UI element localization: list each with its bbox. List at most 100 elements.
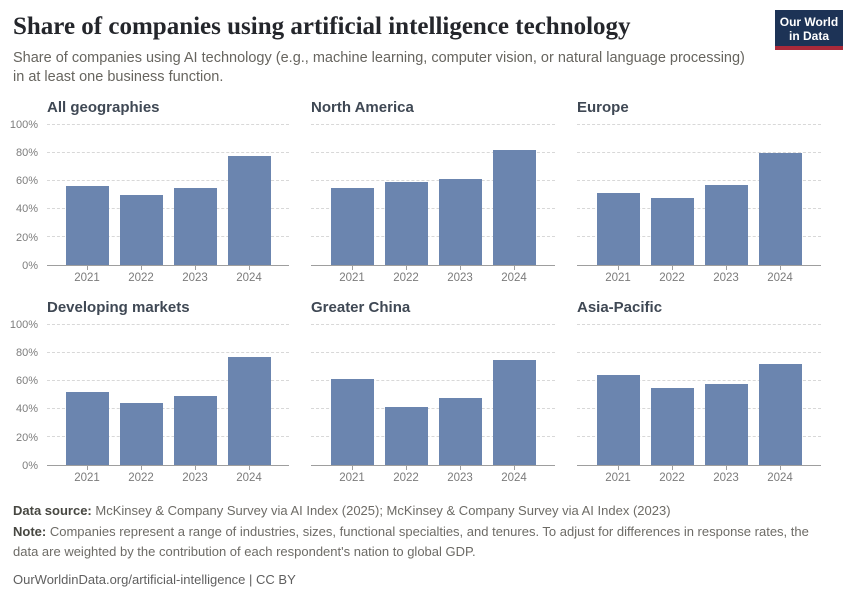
x-label-text: 2021 [74, 471, 100, 484]
x-label-2021: 2021 [597, 265, 640, 284]
x-tick-mark [194, 265, 196, 270]
bar-2022[interactable] [650, 197, 694, 265]
plot-area [47, 323, 289, 466]
data-source-line: Data source: McKinsey & Company Survey v… [13, 501, 837, 521]
bar-2024[interactable] [758, 363, 802, 465]
y-tick-label: 40% [15, 403, 38, 416]
x-label-2022: 2022 [120, 465, 163, 484]
gridline-100 [577, 323, 821, 325]
x-tick-mark [86, 265, 88, 270]
facet-title-north-america: North America [311, 98, 414, 116]
bar-2022[interactable] [384, 407, 428, 465]
y-tick-label: 20% [15, 431, 38, 444]
owid-logo-line2: in Data [788, 29, 829, 44]
x-axis-labels: 2021 2022 2023 2024 [577, 465, 821, 484]
x-label-text: 2023 [182, 271, 208, 284]
bar-2023[interactable] [173, 396, 217, 465]
bar-2021[interactable] [65, 186, 109, 265]
facet-greater-china: Greater China 2021 2022 2023 2024 [311, 299, 555, 484]
gridline-60 [311, 179, 555, 181]
gridline-20 [47, 235, 289, 237]
bar-2022[interactable] [384, 182, 428, 265]
x-label-text: 2024 [236, 271, 262, 284]
bar-2024[interactable] [492, 149, 536, 265]
x-tick-mark [405, 465, 407, 470]
gridline-20 [47, 435, 289, 437]
x-label-2023: 2023 [174, 465, 217, 484]
x-label-2021: 2021 [331, 265, 374, 284]
x-label-text: 2023 [182, 471, 208, 484]
bar-2021[interactable] [596, 375, 640, 465]
bar-2023[interactable] [704, 184, 748, 265]
bar-2022[interactable] [650, 387, 694, 465]
gridline-60 [577, 379, 821, 381]
x-label-text: 2024 [767, 271, 793, 284]
x-tick-mark [459, 265, 461, 270]
y-tick-label: 60% [15, 175, 38, 188]
bars [577, 125, 821, 265]
bar-2024[interactable] [758, 152, 802, 265]
gridline-100 [47, 323, 289, 325]
bars [577, 325, 821, 465]
x-axis-labels: 2021 2022 2023 2024 [311, 265, 555, 284]
data-source-label: Data source: [13, 502, 92, 518]
gridline-60 [311, 379, 555, 381]
x-tick-mark [617, 265, 619, 270]
x-label-text: 2024 [501, 271, 527, 284]
bar-2024[interactable] [227, 356, 271, 465]
facet-title-europe: Europe [577, 98, 629, 116]
y-tick-label: 80% [15, 346, 38, 359]
x-label-text: 2021 [74, 271, 100, 284]
bars [311, 325, 555, 465]
x-tick-mark [725, 465, 727, 470]
gridline-100 [311, 323, 555, 325]
gridline-100 [47, 123, 289, 125]
bar-2021[interactable] [330, 379, 374, 465]
y-tick-label: 80% [15, 146, 38, 159]
bar-2022[interactable] [119, 194, 163, 265]
x-tick-mark [671, 465, 673, 470]
x-label-2022: 2022 [651, 265, 694, 284]
bar-2024[interactable] [227, 155, 271, 265]
bar-2022[interactable] [119, 403, 163, 465]
x-tick-mark [617, 465, 619, 470]
bar-2021[interactable] [596, 193, 640, 265]
gridline-40 [311, 207, 555, 209]
plot-wrap: 2021 2022 2023 2024 [311, 323, 555, 484]
bar-2023[interactable] [438, 397, 482, 465]
bar-2023[interactable] [438, 179, 482, 265]
x-label-2023: 2023 [174, 265, 217, 284]
x-tick-mark [194, 465, 196, 470]
facet-title-all-geographies: All geographies [47, 98, 160, 116]
facet-north-america: North America 2021 2022 2023 2024 [311, 99, 555, 284]
y-tick-label: 60% [15, 375, 38, 388]
y-tick-label: 20% [15, 231, 38, 244]
x-label-2023: 2023 [439, 465, 482, 484]
x-label-2022: 2022 [385, 465, 428, 484]
gridline-60 [47, 379, 289, 381]
bar-2023[interactable] [173, 187, 217, 265]
bar-2021[interactable] [65, 391, 109, 465]
gridline-20 [577, 235, 821, 237]
bar-2024[interactable] [492, 359, 536, 465]
gridline-80 [311, 351, 555, 353]
gridline-40 [47, 207, 289, 209]
citation-link[interactable]: OurWorldinData.org/artificial-intelligen… [13, 572, 296, 588]
bar-2023[interactable] [704, 383, 748, 465]
owid-logo-line1: Our World [779, 15, 839, 29]
x-axis-labels: 2021 2022 2023 2024 [311, 465, 555, 484]
plot-wrap: 2021 2022 2023 2024 [47, 323, 289, 484]
x-label-2023: 2023 [705, 465, 748, 484]
bar-2021[interactable] [330, 187, 374, 265]
x-tick-mark [459, 465, 461, 470]
gridline-20 [311, 235, 555, 237]
x-tick-mark [140, 465, 142, 470]
bars [311, 125, 555, 265]
x-tick-mark [248, 465, 250, 470]
gridline-100 [311, 123, 555, 125]
gridline-100 [577, 123, 821, 125]
x-label-2024: 2024 [228, 465, 271, 484]
x-label-2024: 2024 [493, 265, 536, 284]
gridline-40 [577, 407, 821, 409]
owid-logo[interactable]: Our World in Data [775, 10, 843, 50]
